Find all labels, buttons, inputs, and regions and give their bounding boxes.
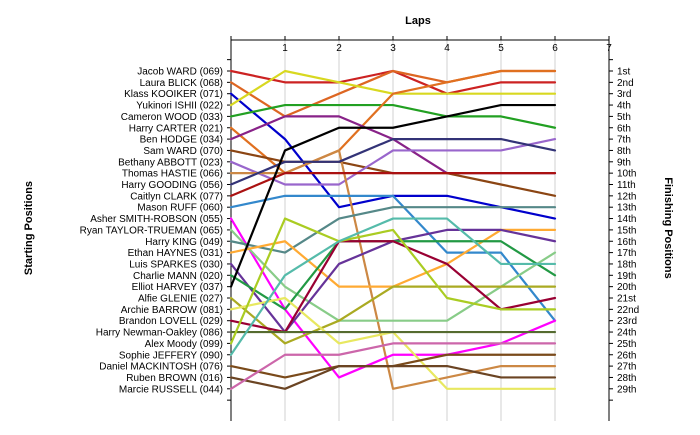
- finishing-position-label: 3rd: [617, 89, 631, 100]
- finishing-position-label: 4th: [617, 101, 631, 112]
- starting-name-label: Harry Newman-Oakley (086): [96, 328, 223, 339]
- finishing-position-label: 15th: [617, 225, 636, 236]
- starting-name-label: Ruben BROWN (016): [126, 373, 223, 384]
- starting-name-label: Daniel MACKINTOSH (076): [99, 362, 223, 373]
- finishing-position-label: 7th: [617, 135, 631, 146]
- finishing-position-label: 22nd: [617, 305, 639, 316]
- x-tick-label: 4: [444, 43, 450, 54]
- finishing-position-label: 26th: [617, 350, 636, 361]
- finishing-position-label: 11th: [617, 180, 636, 191]
- starting-name-label: Ethan HAYNES (031): [128, 248, 223, 259]
- y-axis-label-right: Finishing Positions: [662, 177, 674, 278]
- series-line: [229, 194, 557, 322]
- starting-name-label: Harry CARTER (021): [129, 123, 223, 134]
- series-line: [229, 172, 557, 197]
- series-line: [229, 217, 557, 345]
- series-line: [229, 365, 557, 390]
- x-tick-label: 7: [606, 43, 612, 54]
- finishing-position-label: 18th: [617, 259, 636, 270]
- starting-name-label: Sam WARD (070): [143, 146, 223, 157]
- finishing-position-label: 9th: [617, 157, 631, 168]
- finishing-position-label: 1st: [617, 67, 631, 78]
- finishing-position-label: 8th: [617, 146, 631, 157]
- series-line: [229, 206, 557, 254]
- chart-title: Laps: [405, 15, 431, 27]
- finishing-position-label: 17th: [617, 248, 636, 259]
- finishing-position-label: 19th: [617, 271, 636, 282]
- y-axis-label-left: Starting Positions: [23, 181, 35, 275]
- finishing-position-label: 27th: [617, 362, 636, 373]
- series-line: [229, 285, 557, 345]
- starting-name-label: Elliot HARVEY (037): [132, 282, 223, 293]
- starting-name-label: Ryan TAYLOR-TRUEMAN (065): [80, 225, 223, 236]
- starting-name-label: Harry GOODING (056): [121, 180, 223, 191]
- starting-name-label: Jacob WARD (069): [137, 67, 223, 78]
- series-line: [229, 342, 557, 390]
- series-line: [229, 217, 557, 356]
- finishing-position-label: 20th: [617, 282, 636, 293]
- series-line: [229, 103, 557, 129]
- starting-name-label: Ben HODGE (034): [140, 135, 223, 146]
- finishing-position-label: 29th: [617, 384, 636, 395]
- finishing-position-label: 24th: [617, 328, 636, 339]
- finishing-position-label: 5th: [617, 112, 631, 123]
- starting-name-label: Luis SPARKES (030): [129, 259, 223, 270]
- starting-name-label: Thomas HASTIE (066): [122, 169, 223, 180]
- starting-name-label: Mason RUFF (060): [137, 203, 223, 214]
- series-line: [229, 103, 557, 288]
- starting-name-label: Yukinori ISHII (022): [136, 101, 223, 112]
- finishing-position-label: 13th: [617, 203, 636, 214]
- finishing-position-label: 23rd: [617, 316, 637, 327]
- starting-name-label: Marcie RUSSELL (044): [119, 384, 223, 395]
- starting-name-label: Archie BARROW (081): [121, 305, 223, 316]
- starting-name-label: Laura BLICK (068): [140, 78, 223, 89]
- starting-name-label: Caitlyn CLARK (077): [130, 191, 223, 202]
- starting-name-label: Alfie GLENIE (027): [138, 294, 223, 305]
- finishing-position-label: 16th: [617, 237, 636, 248]
- starting-name-label: Asher SMITH-ROBSON (055): [90, 214, 223, 225]
- series-line: [229, 138, 557, 186]
- starting-name-label: Cameron WOOD (033): [121, 112, 223, 123]
- x-tick-label: 2: [336, 43, 342, 54]
- finishing-position-label: 6th: [617, 123, 631, 134]
- labels: 1 2 3 4 5 6 7 Jacob WARD (069)Laura BLICK (068)…: [80, 43, 640, 395]
- starting-name-label: Klass KOOIKER (071): [124, 89, 223, 100]
- x-tick-label: 6: [552, 43, 558, 54]
- starting-name-label: Sophie JEFFERY (090): [119, 350, 223, 361]
- finishing-position-label: 21st: [617, 294, 636, 305]
- x-tick-label: 3: [390, 43, 396, 54]
- starting-name-label: Alex Moody (099): [145, 339, 223, 350]
- series-line: [229, 138, 557, 186]
- finishing-position-label: 2nd: [617, 78, 634, 89]
- x-tick-label: 5: [498, 43, 504, 54]
- finishing-position-label: 10th: [617, 169, 636, 180]
- finishing-position-label: 28th: [617, 373, 636, 384]
- series-lines: [229, 69, 557, 390]
- starting-name-label: Bethany ABBOTT (023): [118, 157, 223, 168]
- finishing-position-label: 12th: [617, 191, 636, 202]
- starting-name-label: Harry KING (049): [145, 237, 223, 248]
- finishing-position-label: 14th: [617, 214, 636, 225]
- finishing-position-label: 25th: [617, 339, 636, 350]
- x-tick-label: 1: [282, 43, 288, 54]
- starting-name-label: Charlie MANN (020): [133, 271, 223, 282]
- starting-name-label: Brandon LOVELL (029): [119, 316, 223, 327]
